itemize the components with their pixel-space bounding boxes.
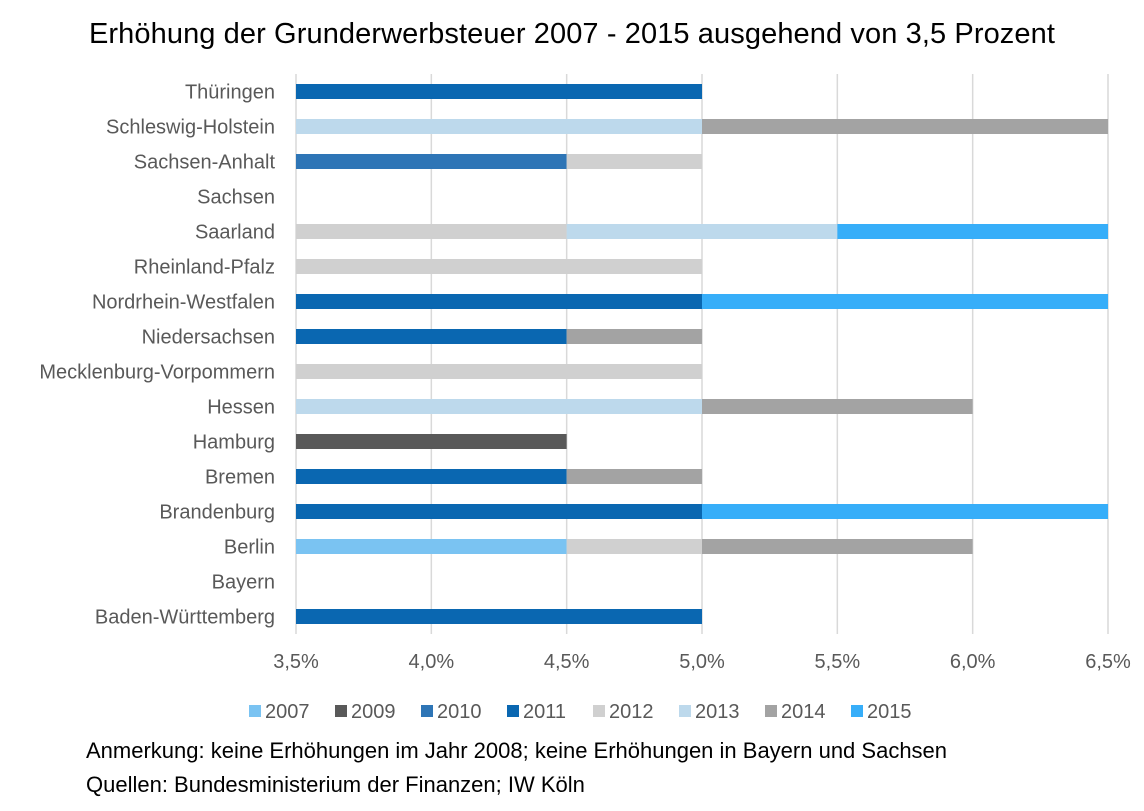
legend-swatch-2013	[679, 705, 691, 717]
legend-swatch-2010	[421, 705, 433, 717]
category-label: Schleswig-Holstein	[106, 117, 275, 139]
legend-swatch-2007	[249, 705, 261, 717]
category-label: Nordrhein-Westfalen	[92, 292, 275, 314]
bar-segment-2012	[296, 364, 702, 379]
category-label: Thüringen	[185, 82, 275, 104]
legend-label: 2014	[781, 701, 826, 723]
chart-title: Erhöhung der Grunderwerbsteuer 2007 - 20…	[88, 18, 1056, 50]
category-label: Brandenburg	[159, 502, 275, 524]
category-label: Sachsen-Anhalt	[134, 152, 276, 174]
legend-label: 2007	[265, 701, 310, 723]
bar-segment-2013	[296, 399, 702, 414]
category-label: Berlin	[224, 537, 275, 559]
bar-segment-2014	[702, 119, 1108, 134]
x-tick-label: 5,0%	[679, 651, 725, 673]
bar-segment-2012	[566, 154, 702, 169]
category-label: Mecklenburg-Vorpommern	[39, 362, 275, 384]
x-tick-label: 3,5%	[273, 651, 319, 673]
bar-segment-2012	[296, 224, 567, 239]
bar-segment-2011	[296, 329, 567, 344]
legend-label: 2009	[351, 701, 396, 723]
bar-segment-2013	[296, 119, 702, 134]
legend-label: 2013	[695, 701, 740, 723]
category-label: Niedersachsen	[142, 327, 275, 349]
bar-segment-2012	[566, 539, 702, 554]
legend-swatch-2015	[851, 705, 863, 717]
x-tick-label: 6,5%	[1085, 651, 1131, 673]
bar-segment-2007	[296, 539, 567, 554]
bar-segment-2009	[296, 434, 567, 449]
category-label: Bayern	[212, 572, 275, 594]
category-label: Sachsen	[197, 187, 275, 209]
bar-segment-2014	[702, 539, 973, 554]
legend-swatch-2012	[593, 705, 605, 717]
x-tick-label: 6,0%	[950, 651, 996, 673]
bar-segment-2015	[702, 294, 1108, 309]
category-label: Rheinland-Pfalz	[134, 257, 275, 279]
bar-segment-2011	[296, 84, 702, 99]
bar-segment-2011	[296, 294, 702, 309]
legend-label: 2011	[523, 701, 566, 723]
legend-swatch-2009	[335, 705, 347, 717]
x-tick-label: 4,5%	[544, 651, 590, 673]
x-tick-labels: 3,5% 4,0% 4,5% 5,0% 5,5% 6,0% 6,5%	[273, 651, 1131, 673]
category-label: Hessen	[207, 397, 275, 419]
legend-label: 2012	[609, 701, 654, 723]
category-label: Saarland	[195, 222, 275, 244]
category-label: Baden-Württemberg	[95, 607, 275, 629]
legend-swatch-2014	[765, 705, 777, 717]
legend-label: 2010	[437, 701, 482, 723]
bar-segment-2012	[296, 259, 702, 274]
bar-segment-2014	[566, 329, 702, 344]
bars	[296, 84, 1108, 624]
legend-swatch-2011	[507, 705, 519, 717]
bar-segment-2011	[296, 609, 702, 624]
bar-segment-2011	[296, 469, 567, 484]
bar-segment-2013	[566, 224, 838, 239]
bar-segment-2010	[296, 154, 567, 169]
category-label: Bremen	[205, 467, 275, 489]
bar-segment-2015	[702, 504, 1108, 519]
x-tick-label: 5,5%	[815, 651, 861, 673]
category-labels: Thüringen Schleswig-Holstein Sachsen-Anhal…	[39, 82, 275, 629]
bar-segment-2014	[702, 399, 973, 414]
x-tick-label: 4,0%	[409, 651, 455, 673]
chart-remark-note: Anmerkung: keine Erhöhungen im Jahr 2008…	[86, 738, 948, 763]
bar-segment-2015	[837, 224, 1108, 239]
category-label: Hamburg	[193, 432, 275, 454]
bar-segment-2014	[566, 469, 702, 484]
bar-segment-2011	[296, 504, 702, 519]
chart-source-note: Quellen: Bundesministerium der Finanzen;…	[86, 772, 585, 797]
legend: 2007 2009 2010 2011 2012 2013 2014 2015	[249, 701, 912, 723]
legend-label: 2015	[867, 701, 912, 723]
